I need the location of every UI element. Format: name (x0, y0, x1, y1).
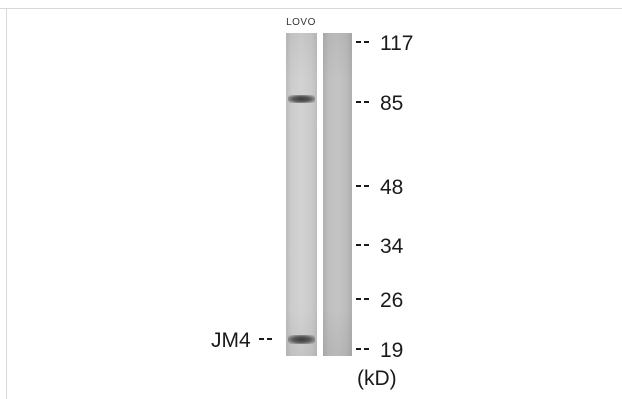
marker-label: 117 (380, 32, 414, 55)
lane-label: LOVO (286, 17, 316, 28)
protein-dash (258, 338, 273, 341)
band-upper (288, 95, 315, 103)
marker-label: 26 (380, 289, 404, 312)
marker-dash (356, 244, 370, 247)
unit-label: (kD) (357, 367, 397, 390)
marker-dash (356, 298, 370, 301)
marker-dash (356, 185, 370, 188)
marker-label: 48 (380, 176, 404, 199)
marker-label: 19 (380, 339, 404, 362)
marker-dash (356, 41, 370, 44)
lane-shading (286, 33, 317, 356)
marker-label: 34 (380, 235, 404, 258)
marker-34: 34 (356, 235, 403, 259)
protein-label-text: JM4 (211, 329, 251, 352)
band-jm4 (288, 335, 315, 344)
marker-19: 19 (356, 339, 403, 363)
frame-border-left (6, 8, 7, 399)
marker-117: 117 (356, 32, 413, 56)
sample-lane (286, 33, 317, 356)
lane-shading (323, 33, 352, 356)
marker-48: 48 (356, 176, 403, 200)
marker-dash (356, 348, 370, 351)
marker-dash (356, 101, 370, 104)
marker-85: 85 (356, 92, 403, 116)
marker-label: 85 (380, 92, 404, 115)
frame-border-top (0, 8, 622, 9)
control-lane (323, 33, 352, 356)
protein-label: JM4 (211, 328, 273, 354)
marker-26: 26 (356, 289, 403, 313)
